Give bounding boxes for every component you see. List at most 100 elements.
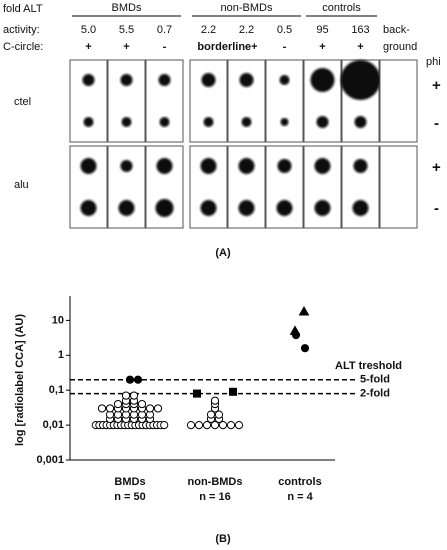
x-tick-label: non-BMDs xyxy=(188,476,243,488)
blot-dot xyxy=(316,116,329,128)
phi-label: phi xyxy=(426,56,441,68)
point xyxy=(291,330,301,340)
blot-cell xyxy=(107,59,146,143)
point xyxy=(153,404,163,413)
y-tick-label: 10 xyxy=(52,314,64,326)
point xyxy=(300,344,310,353)
c-circle-value: + xyxy=(319,41,325,53)
c-circle-value: - xyxy=(163,41,167,53)
c-circle-value: + xyxy=(357,41,363,53)
blot-dot xyxy=(279,75,290,85)
c-circle-value: borderline+ xyxy=(197,41,257,53)
activity-value: 95 xyxy=(316,24,328,36)
point xyxy=(194,420,204,430)
blot-dot xyxy=(80,158,97,174)
y-tick-label: 0,01 xyxy=(43,419,64,431)
blot-dot xyxy=(238,200,255,216)
blot-dot xyxy=(239,73,254,87)
row-label: activity: xyxy=(3,24,40,36)
blot-dot xyxy=(276,200,293,216)
group-label: BMDs xyxy=(112,2,142,14)
x-tick-label: controls xyxy=(278,476,321,488)
blot-dot xyxy=(200,200,217,216)
blot-dot xyxy=(121,117,132,127)
point xyxy=(229,387,237,396)
c-circle-value: - xyxy=(283,41,287,53)
blot-dot xyxy=(158,74,171,86)
y-tick-label: 0,1 xyxy=(49,384,64,396)
blot-dot xyxy=(156,158,173,174)
point xyxy=(214,410,224,419)
blot-dot xyxy=(238,158,255,174)
caption: (B) xyxy=(215,533,231,545)
x-tick-note: n = 4 xyxy=(287,491,313,503)
activity-value: 0.7 xyxy=(157,24,172,36)
activity-value: 2.2 xyxy=(239,24,254,36)
sign: + xyxy=(432,77,441,94)
blot-dot xyxy=(80,200,97,216)
point xyxy=(210,396,220,405)
blot-dot xyxy=(120,74,133,86)
activity-value: 5.5 xyxy=(119,24,134,36)
point xyxy=(218,420,228,430)
sign: - xyxy=(434,115,439,132)
blot-cell xyxy=(379,59,418,143)
x-tick-note: n = 16 xyxy=(199,491,231,503)
blot-dot xyxy=(310,68,335,92)
point xyxy=(129,391,139,400)
blot-cell xyxy=(227,59,266,143)
blot-cell xyxy=(145,59,184,143)
point xyxy=(160,420,169,430)
point xyxy=(234,420,244,430)
activity-value: 163 xyxy=(351,24,369,36)
blot-dot xyxy=(201,73,216,87)
blot-dot xyxy=(280,118,289,126)
blot-dot xyxy=(241,117,252,127)
point xyxy=(97,404,107,413)
x-tick-label: BMDs xyxy=(114,476,145,488)
y-tick-label: 1 xyxy=(58,349,64,361)
blot-dot xyxy=(352,200,369,216)
point xyxy=(137,399,147,409)
activity-value: 0.5 xyxy=(277,24,292,36)
blot-dot xyxy=(155,199,174,217)
x-tick-note: n = 50 xyxy=(114,491,146,503)
group-label: controls xyxy=(322,2,361,14)
blot-label: alu xyxy=(14,179,29,191)
c-circle-value: + xyxy=(123,41,129,53)
blot-cell xyxy=(189,59,228,143)
y-tick-label: 0,001 xyxy=(36,454,64,466)
blot-cell xyxy=(265,59,304,143)
blot-dot xyxy=(120,160,133,172)
point xyxy=(226,420,236,430)
point xyxy=(206,410,216,419)
point xyxy=(202,420,212,430)
c-circle-value: + xyxy=(85,41,91,53)
blot-dot xyxy=(159,117,170,127)
point xyxy=(105,404,115,413)
activity-value: ground xyxy=(383,41,417,53)
group-label: non-BMDs xyxy=(221,2,273,14)
blot-dot xyxy=(203,117,214,127)
sign: + xyxy=(432,159,441,176)
caption: (A) xyxy=(215,247,231,259)
blot-cell xyxy=(69,59,108,143)
blot-dot xyxy=(353,159,368,173)
activity-value: 2.2 xyxy=(201,24,216,36)
activity-value: back- xyxy=(383,24,410,36)
point xyxy=(298,305,310,316)
blot-label: ctel xyxy=(14,96,31,108)
y-axis-label: log [radiolabel CCA] (AU) xyxy=(14,314,26,446)
point xyxy=(121,391,131,400)
point xyxy=(193,389,201,398)
blot-dot xyxy=(83,117,94,127)
point xyxy=(133,375,143,384)
threshold-label: 2-fold xyxy=(360,387,390,399)
threshold-title: ALT treshold xyxy=(335,360,402,372)
activity-value: 5.0 xyxy=(81,24,96,36)
header: fold ALT xyxy=(3,3,43,15)
blot-dot xyxy=(314,158,331,174)
point xyxy=(113,399,123,409)
row-label: C-circle: xyxy=(3,41,43,53)
